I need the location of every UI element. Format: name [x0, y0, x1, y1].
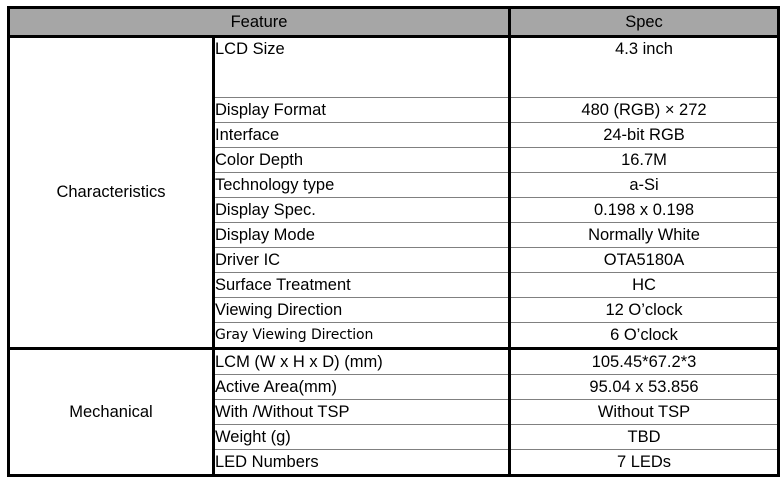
table-row: Viewing Direction 12 O’clock: [9, 297, 779, 323]
table-header: Feature Spec: [8, 7, 779, 38]
category-cell: Characteristics: [8, 36, 215, 350]
spec-value-cell: 16.7M: [509, 147, 779, 173]
spec-value-cell: 12 O’clock: [509, 297, 779, 323]
spec-value-cell: 4.3 inch: [509, 36, 779, 98]
spec-value-cell: Normally White: [509, 222, 779, 248]
feature-name-cell: Surface Treatment: [213, 272, 511, 298]
feature-name-cell: Color Depth: [213, 147, 511, 173]
feature-name-cell: Weight (g): [213, 424, 511, 450]
table-row: Mechanical LCM (W x H x D) (mm) 105.45*67.…: [8, 348, 779, 476]
table-row: Display Mode Normally White: [9, 222, 779, 248]
specification-table: Feature Spec Characteristics LCD Size 4.3 …: [7, 6, 780, 477]
spec-value-cell: 24-bit RGB: [509, 122, 779, 148]
feature-name-cell: Viewing Direction: [213, 297, 511, 323]
feature-name-cell: Display Mode: [213, 222, 511, 248]
spec-value-cell: 7 LEDs: [616, 452, 672, 471]
feature-name-cell: Interface: [213, 122, 511, 148]
feature-name-cell: Display Spec.: [213, 197, 511, 223]
feature-name-cell: Gray Viewing Direction: [213, 322, 511, 350]
table-body: Characteristics LCD Size 4.3 inch Display F…: [8, 36, 779, 476]
table-row: Active Area(mm) 95.04 x 53.856: [9, 374, 779, 400]
table-row: Technology type a-Si: [9, 172, 779, 198]
feature-name-cell: With /Without TSP: [213, 399, 511, 425]
spec-value-cell: 0.198 x 0.198: [509, 197, 779, 223]
spec-value-cell: HC: [509, 272, 779, 298]
category-cell: Mechanical: [8, 348, 215, 476]
header-row: Feature Spec: [8, 7, 779, 38]
column-header-feature: Feature: [8, 7, 510, 38]
table-row: Driver IC OTA5180A: [9, 247, 779, 273]
spec-value-cell: Without TSP: [509, 399, 779, 425]
spec-value-cell: 95.04 x 53.856: [509, 374, 779, 400]
feature-name-cell: LED Numbers: [213, 449, 511, 476]
table-row: Color Depth 16.7M: [9, 147, 779, 173]
feature-name-cell: Driver IC: [213, 247, 511, 273]
table-row: Display Format 480 (RGB) × 272: [9, 97, 779, 123]
feature-name-cell: Technology type: [213, 172, 511, 198]
feature-name-cell: LCD Size: [213, 36, 511, 98]
spec-value-cell: 480 (RGB) × 272: [509, 97, 779, 123]
spec-value-cell: 105.45*67.2*3: [509, 348, 779, 375]
feature-name-cell: Display Format: [213, 97, 511, 123]
feature-name-cell: Active Area(mm): [213, 374, 511, 400]
table-row: Interface 24-bit RGB: [9, 122, 779, 148]
table-row: Gray Viewing Direction 6 O’clock: [9, 322, 779, 350]
spec-value-cell: 6 O’clock: [509, 322, 779, 350]
table-row: Weight (g) TBD: [9, 424, 779, 450]
spec-value-cell: OTA5180A: [509, 247, 779, 273]
column-header-spec: Spec: [508, 7, 779, 38]
table-row: With /Without TSP Without TSP: [9, 399, 779, 425]
table-row: Characteristics LCD Size 4.3 inch: [8, 36, 779, 350]
table-row: Surface Treatment HC: [9, 272, 779, 298]
spec-value-cell: a-Si: [509, 172, 779, 198]
table-row: LED Numbers 7 LEDs: [9, 449, 779, 476]
spec-value-cell: TBD: [509, 424, 779, 450]
feature-name-cell: LCM (W x H x D) (mm): [213, 348, 511, 375]
table-row: Display Spec. 0.198 x 0.198: [9, 197, 779, 223]
